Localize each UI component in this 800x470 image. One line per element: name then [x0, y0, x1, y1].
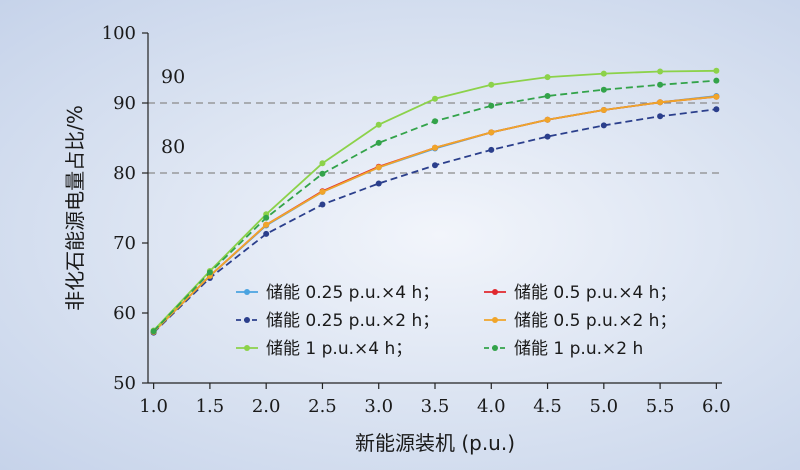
y-tick-label: 100: [102, 23, 136, 44]
x-tick-label: 4.5: [533, 396, 562, 417]
x-tick-label: 1.5: [196, 396, 225, 417]
legend-label: 储能 0.25 p.u.×4 h；: [266, 283, 439, 303]
x-axis-title: 新能源装机 (p.u.): [355, 431, 515, 455]
y-tick-label: 60: [113, 303, 136, 324]
x-tick-label: 2.5: [308, 396, 337, 417]
legend-swatch-marker: [492, 289, 498, 295]
data-point: [713, 67, 720, 74]
legend-label: 储能 0.5 p.u.×2 h；: [514, 311, 676, 331]
data-point: [488, 81, 495, 88]
legend-swatch-marker: [244, 289, 250, 295]
x-tick-label: 4.0: [477, 396, 506, 417]
data-point: [375, 164, 382, 171]
data-point: [657, 113, 664, 120]
data-point: [432, 95, 438, 102]
data-point: [713, 77, 720, 84]
data-point: [544, 133, 551, 140]
data-point: [375, 121, 382, 128]
legend-item-0: 储能 0.25 p.u.×4 h；: [236, 283, 439, 303]
legend-swatch-marker: [244, 345, 250, 351]
legend-label: 储能 1 p.u.×4 h；: [266, 339, 412, 359]
data-point: [488, 129, 495, 136]
y-tick-label: 90: [113, 93, 136, 114]
data-point: [544, 93, 551, 99]
data-point: [600, 122, 607, 129]
data-point: [375, 180, 382, 187]
series-4: [150, 67, 720, 334]
legend-swatch-marker: [492, 317, 498, 323]
x-tick-label: 3.5: [421, 396, 450, 417]
data-point: [488, 102, 495, 109]
data-point: [600, 86, 607, 93]
data-point: [432, 162, 438, 169]
data-point: [319, 160, 326, 167]
data-point: [544, 74, 551, 81]
data-point: [432, 118, 438, 125]
y-tick-label: 70: [113, 233, 136, 254]
x-tick-label: 1.0: [139, 396, 168, 417]
series-5: [150, 77, 720, 335]
reference-label-90: 90: [161, 66, 185, 88]
legend: 储能 0.25 p.u.×4 h； 储能 0.5 p.u.×4 h； 储能 0.25…: [236, 283, 676, 359]
data-point: [600, 70, 607, 77]
data-point: [263, 221, 270, 228]
y-tick-label: 80: [113, 163, 136, 184]
data-point: [713, 93, 720, 100]
ticks: 1.0 1.5 2.0 2.5 3.0 3.5 4.0 4.5 5.0 5.5 6.0 50 60 70 8…: [102, 23, 731, 417]
x-tick-label: 5.0: [590, 396, 619, 417]
data-point: [600, 107, 607, 113]
data-point: [319, 170, 326, 177]
data-point: [432, 144, 438, 151]
legend-item-1: 储能 0.5 p.u.×4 h；: [484, 283, 676, 303]
legend-item-5: 储能 1 p.u.×2 h: [484, 339, 643, 359]
x-tick-label: 6.0: [702, 396, 731, 417]
data-point: [488, 146, 495, 153]
data-point: [206, 269, 213, 276]
data-point: [150, 328, 157, 335]
data-point: [657, 68, 664, 75]
data-point: [319, 201, 326, 208]
x-tick-label: 5.5: [646, 396, 675, 417]
data-point: [263, 214, 270, 221]
data-point: [657, 81, 664, 88]
legend-label: 储能 0.25 p.u.×2 h；: [266, 311, 439, 331]
data-point: [375, 139, 382, 146]
legend-item-4: 储能 1 p.u.×4 h；: [236, 339, 412, 359]
data-point: [544, 116, 551, 123]
legend-swatch-marker: [244, 317, 250, 323]
data-point: [713, 106, 720, 113]
y-tick-label: 50: [113, 373, 136, 394]
legend-label: 储能 1 p.u.×2 h: [514, 339, 643, 359]
y-axis-title: 非化石能源电量占比/%: [63, 105, 87, 311]
legend-item-2: 储能 0.25 p.u.×2 h；: [236, 311, 439, 331]
legend-swatch-marker: [492, 345, 498, 351]
x-tick-label: 2.0: [252, 396, 281, 417]
legend-label: 储能 0.5 p.u.×4 h；: [514, 283, 676, 303]
x-tick-label: 3.0: [364, 396, 393, 417]
series-layer: [150, 67, 720, 336]
data-point: [263, 230, 270, 237]
data-point: [657, 99, 664, 106]
data-point: [319, 188, 326, 195]
reference-label-80: 80: [161, 136, 185, 158]
reference-lines: 90 80: [148, 66, 722, 174]
legend-item-3: 储能 0.5 p.u.×2 h；: [484, 311, 676, 331]
